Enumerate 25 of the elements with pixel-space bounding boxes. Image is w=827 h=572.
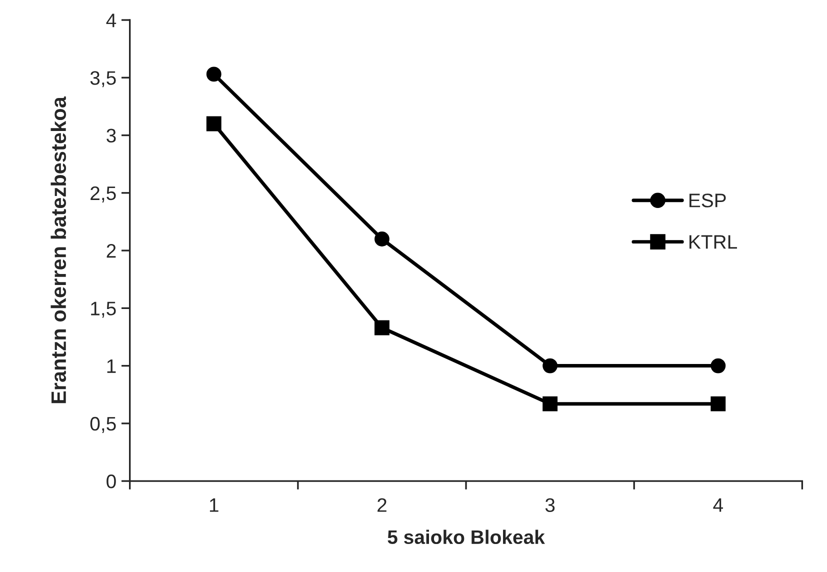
point — [374, 320, 390, 336]
y-tick-label: 1,5 — [91, 302, 116, 318]
y-tick-label: 0 — [106, 474, 116, 488]
y-tick-label: 4 — [106, 14, 116, 28]
y-axis-title: Erantzn okerren batezbestekoa — [50, 96, 66, 404]
x-axis-title: 5 saioko Blokeak — [388, 530, 545, 544]
x-tick-label: 3 — [545, 498, 555, 512]
x-tick-label: 4 — [713, 498, 723, 512]
legend-label: KTRL — [690, 235, 737, 249]
point — [542, 358, 558, 374]
point — [710, 396, 726, 412]
legend-label: ESP — [690, 194, 726, 208]
x-tick-label: 1 — [210, 498, 218, 512]
x-tick-label: 2 — [378, 498, 386, 512]
y-tick-label: 0,5 — [90, 416, 116, 433]
y-tick-label: 3 — [106, 128, 116, 143]
y-tick-label: 3,5 — [90, 71, 116, 88]
y-tick-label: 2,5 — [90, 186, 116, 202]
point — [206, 66, 222, 82]
point — [710, 358, 726, 374]
y-tick-label: 2 — [106, 244, 116, 258]
point — [374, 232, 390, 246]
point — [206, 116, 222, 132]
point — [542, 396, 558, 412]
y-tick-label: 1 — [107, 359, 116, 373]
